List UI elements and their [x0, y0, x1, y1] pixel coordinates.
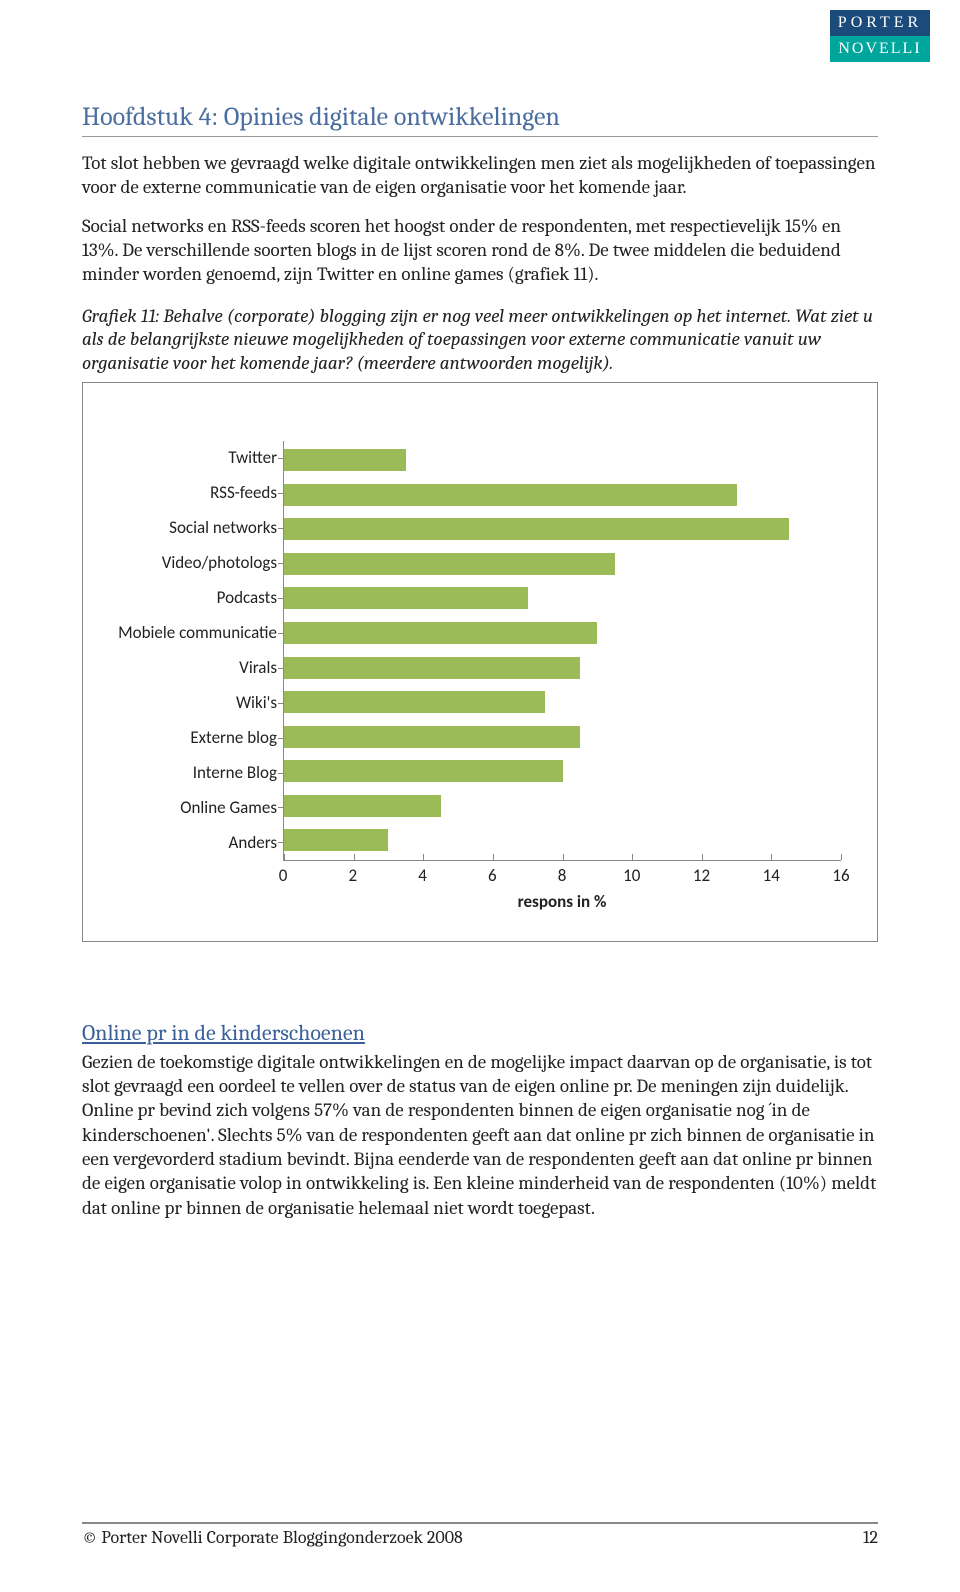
- chart-xtick-label: 10: [623, 865, 640, 886]
- chart-bar: [284, 449, 406, 471]
- chart-bar: [284, 484, 737, 506]
- chart-category-labels: Twitter RSS-feeds Social networks Video/pho…: [103, 441, 283, 861]
- chart-category-label: Anders: [103, 828, 277, 858]
- subsection-heading: Online pr in de kinderschoenen: [82, 1020, 878, 1046]
- chart-xtick-label: 2: [348, 865, 357, 886]
- footer-copyright: © Porter Novelli Corporate Bloggingonder…: [82, 1527, 463, 1548]
- chart-inner: Twitter RSS-feeds Social networks Video/pho…: [103, 441, 841, 861]
- chart-bar-row: [284, 756, 841, 786]
- chart-bar-row: [284, 445, 841, 475]
- chart-bar: [284, 518, 789, 540]
- body-paragraph-3: Gezien de toekomstige digitale ontwikkel…: [82, 1050, 878, 1220]
- chart-bar-row: [284, 480, 841, 510]
- chart-caption: Grafiek 11: Behalve (corporate) blogging…: [82, 305, 878, 376]
- chart-bars: [284, 441, 841, 860]
- chart-bar-row: [284, 791, 841, 821]
- chart-category-label: Externe blog: [103, 723, 277, 753]
- chart-bar: [284, 760, 563, 782]
- page-footer: © Porter Novelli Corporate Bloggingonder…: [82, 1522, 878, 1548]
- chart-category-label: Wiki's: [103, 688, 277, 718]
- chart-bar-row: [284, 514, 841, 544]
- chart-xtick-label: 16: [832, 865, 849, 886]
- chart-bar-row: [284, 825, 841, 855]
- chart-category-label: Virals: [103, 653, 277, 683]
- chart-category-label: Mobiele communicatie: [103, 618, 277, 648]
- chart-category-label: Twitter: [103, 443, 277, 473]
- intro-paragraph-2: Social networks en RSS-feeds scoren het …: [82, 214, 878, 287]
- chart-xtick-label: 4: [418, 865, 427, 886]
- chart-bar: [284, 587, 528, 609]
- intro-paragraph-1: Tot slot hebben we gevraagd welke digita…: [82, 151, 878, 200]
- chart-bar-row: [284, 549, 841, 579]
- chart-category-label: Social networks: [103, 513, 277, 543]
- chart-bar-row: [284, 687, 841, 717]
- chart-bar: [284, 657, 580, 679]
- chart-xtick-label: 14: [763, 865, 780, 886]
- chart-plot-area: [283, 441, 841, 861]
- chart-xtick-label: 8: [558, 865, 567, 886]
- footer-page-number: 12: [863, 1527, 878, 1548]
- chart-category-label: Online Games: [103, 793, 277, 823]
- chart-bar: [284, 829, 388, 851]
- chart-category-label: Podcasts: [103, 583, 277, 613]
- chart-bar: [284, 622, 597, 644]
- chart-category-label: Video/photologs: [103, 548, 277, 578]
- chart-category-label: RSS-feeds: [103, 478, 277, 508]
- brand-logo: PORTER NOVELLI: [830, 10, 930, 66]
- chart-xtick-label: 0: [279, 865, 288, 886]
- chart-bar: [284, 691, 545, 713]
- chart-bar-row: [284, 653, 841, 683]
- chart-container: Twitter RSS-feeds Social networks Video/pho…: [82, 382, 878, 942]
- chart-xtick-label: 6: [488, 865, 497, 886]
- chart-xticks: 0246810121416: [283, 861, 841, 883]
- section-heading: Hoofdstuk 4: Opinies digitale ontwikkeli…: [82, 102, 878, 137]
- chart-xlabel: respons in %: [283, 891, 841, 912]
- chart-xtick-label: 12: [693, 865, 710, 886]
- chart-bar-row: [284, 583, 841, 613]
- chart-bar: [284, 726, 580, 748]
- logo-bottom: NOVELLI: [830, 36, 930, 62]
- chart-bar: [284, 553, 615, 575]
- chart-bar-row: [284, 618, 841, 648]
- chart-bar-row: [284, 722, 841, 752]
- chart-category-label: Interne Blog: [103, 758, 277, 788]
- chart-bar: [284, 795, 441, 817]
- logo-top: PORTER: [830, 10, 930, 36]
